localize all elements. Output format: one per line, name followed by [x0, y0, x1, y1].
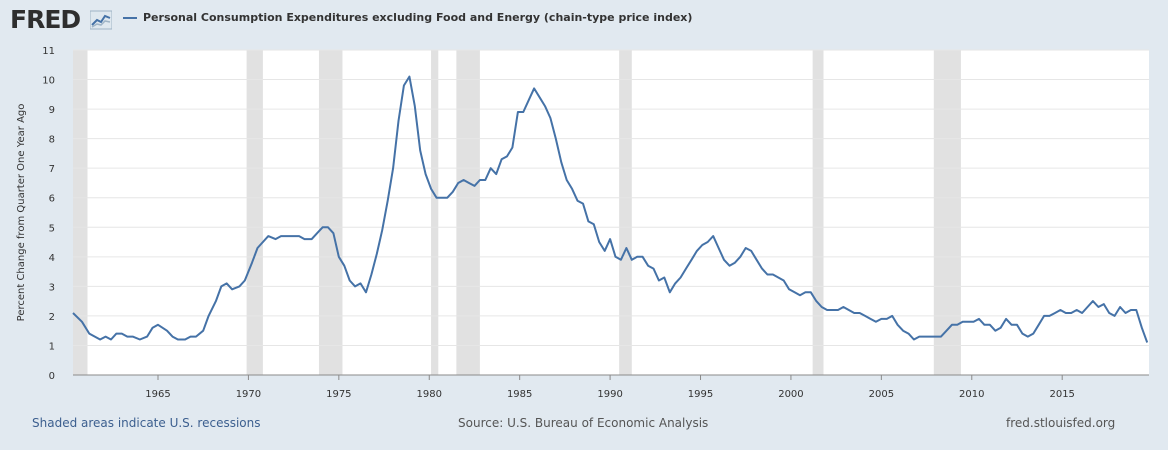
y-tick-label: 5: [49, 223, 55, 234]
legend-label: Personal Consumption Expenditures exclud…: [143, 11, 693, 24]
chart-area: 0 1 2 3 4 5 6 7 8 9 10 11 1965 1970 1975 1980 1985 1990 19…: [0, 40, 1168, 400]
x-tick-label: 2010: [959, 389, 984, 400]
y-tick-label: 2: [49, 312, 55, 323]
legend-swatch: [123, 16, 137, 19]
recession-band: [431, 50, 439, 375]
x-tick-label: 1970: [236, 389, 261, 400]
series-line: [72, 75, 1149, 343]
y-tick-label: 8: [49, 135, 55, 146]
recession-band: [619, 50, 632, 375]
plot-background: [73, 50, 1149, 375]
x-tick-label: 1980: [417, 389, 442, 400]
y-tick-label: 6: [49, 194, 55, 205]
x-tick-label: 2000: [778, 389, 803, 400]
x-tick-label: 2015: [1049, 389, 1074, 400]
y-tick-label: 11: [42, 46, 55, 57]
fred-graph-icon: [90, 10, 112, 30]
recession-band: [812, 50, 824, 375]
x-tick-label: 1995: [688, 389, 713, 400]
y-tick-label: 0: [49, 371, 55, 382]
recession-band: [246, 50, 263, 375]
recession-band: [933, 50, 961, 375]
x-tick-label: 1965: [145, 389, 170, 400]
source-note: Source: U.S. Bureau of Economic Analysis: [458, 416, 709, 430]
x-tick-label: 1985: [507, 389, 532, 400]
recessions-note: Shaded areas indicate U.S. recessions: [32, 416, 261, 430]
recession-band: [456, 50, 480, 375]
fred-logo[interactable]: FRED: [10, 5, 81, 34]
x-tick-label: 2005: [869, 389, 894, 400]
chart-header: FRED Personal Consumption Expenditures e…: [0, 0, 1168, 40]
y-tick-label: 10: [42, 76, 55, 87]
line-chart: 0 1 2 3 4 5 6 7 8 9 10 11 1965 1970 1975 1980 1985 1990 19…: [16, 46, 1149, 400]
recession-band: [73, 50, 88, 375]
x-tick-label: 1975: [326, 389, 351, 400]
y-tick-label: 9: [49, 105, 55, 116]
y-axis-label: Percent Change from Quarter One Year Ago: [16, 104, 27, 322]
x-tick-label: 1990: [597, 389, 622, 400]
y-tick-label: 3: [49, 282, 55, 293]
y-tick-label: 1: [49, 341, 55, 352]
y-tick-label: 7: [49, 164, 55, 175]
recession-band: [318, 50, 343, 375]
legend[interactable]: Personal Consumption Expenditures exclud…: [123, 11, 692, 24]
y-tick-label: 4: [49, 253, 55, 264]
site-link[interactable]: fred.stlouisfed.org: [1006, 416, 1116, 430]
